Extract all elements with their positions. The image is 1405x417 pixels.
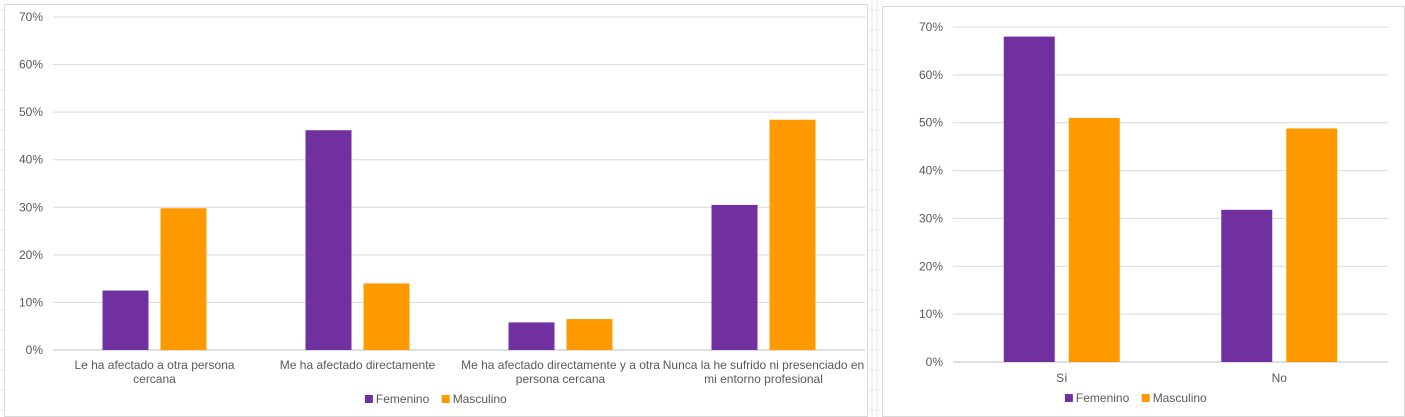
bar-femenino-1[interactable] (305, 130, 352, 350)
legend-label-masculino: Masculino (1153, 391, 1207, 405)
y-tick-label: 50% (919, 116, 943, 130)
chart-area-violence-experience[interactable]: 0% 10% 20% 30% 40% 50% 60% 70% Le ha afectado a … (4, 4, 868, 417)
bar-masculino-1[interactable] (1286, 128, 1338, 362)
chart-violence-experience: 0% 10% 20% 30% 40% 50% 60% 70% Le ha afectado a … (19, 10, 865, 406)
x-category-label: Nunca la he sufrido ni presenciado en (663, 358, 864, 372)
bar-femenino-3[interactable] (711, 204, 758, 350)
legend: Femenino Masculino (364, 392, 507, 406)
x-category-label: persona cercana (516, 372, 606, 386)
y-tick-label: 40% (919, 164, 943, 178)
bar-femenino-1[interactable] (1221, 209, 1273, 362)
y-tick-label: 20% (919, 259, 943, 273)
x-category-label: Me ha afectado directamente (280, 358, 436, 372)
y-tick-label: 50% (19, 105, 43, 119)
y-tick-label: 40% (19, 153, 43, 167)
x-category-label: No (1272, 371, 1288, 385)
y-tick-label: 10% (19, 295, 43, 309)
y-tick-label: 70% (919, 20, 943, 34)
x-category-label: mi entorno profesional (704, 372, 823, 386)
legend-label-femenino: Femenino (376, 392, 430, 406)
bar-masculino-3[interactable] (769, 119, 816, 350)
legend-swatch-femenino (364, 395, 373, 403)
legend-swatch-femenino (1064, 394, 1073, 402)
legend-swatch-masculino (441, 395, 450, 403)
legend-label-femenino: Femenino (1076, 391, 1130, 405)
bar-femenino-0[interactable] (1003, 36, 1055, 363)
legend-label-masculino: Masculino (453, 392, 507, 406)
x-category-label: Sí (1056, 371, 1068, 385)
y-tick-label: 60% (19, 58, 43, 72)
bar-masculino-2[interactable] (566, 319, 613, 350)
legend-swatch-masculino (1141, 394, 1150, 402)
bar-masculino-0[interactable] (160, 208, 207, 350)
y-tick-label: 30% (19, 200, 43, 214)
bar-femenino-0[interactable] (102, 290, 149, 350)
x-category-label: cercana (133, 372, 176, 386)
chart-area-yes-no[interactable]: 0% 10% 20% 30% 40% 50% 60% 70% Sí No Femenino Mascu… (882, 6, 1405, 417)
y-tick-label: 70% (19, 10, 43, 24)
y-tick-label: 30% (919, 211, 943, 225)
y-tick-label: 20% (19, 248, 43, 262)
legend: Femenino Masculino (1064, 391, 1207, 405)
x-category-label: Me ha afectado directamente y a otra (461, 358, 660, 372)
x-category-label: Le ha afectado a otra persona (74, 358, 234, 372)
chart-yes-no: 0% 10% 20% 30% 40% 50% 60% 70% Sí No Femenino Mascu… (919, 20, 1388, 405)
y-tick-label: 10% (919, 307, 943, 321)
y-tick-label: 0% (926, 355, 944, 369)
bar-masculino-0[interactable] (1068, 117, 1120, 362)
bar-masculino-1[interactable] (363, 283, 410, 350)
bar-femenino-2[interactable] (508, 322, 555, 350)
y-tick-label: 0% (26, 343, 44, 357)
y-tick-label: 60% (919, 68, 943, 82)
